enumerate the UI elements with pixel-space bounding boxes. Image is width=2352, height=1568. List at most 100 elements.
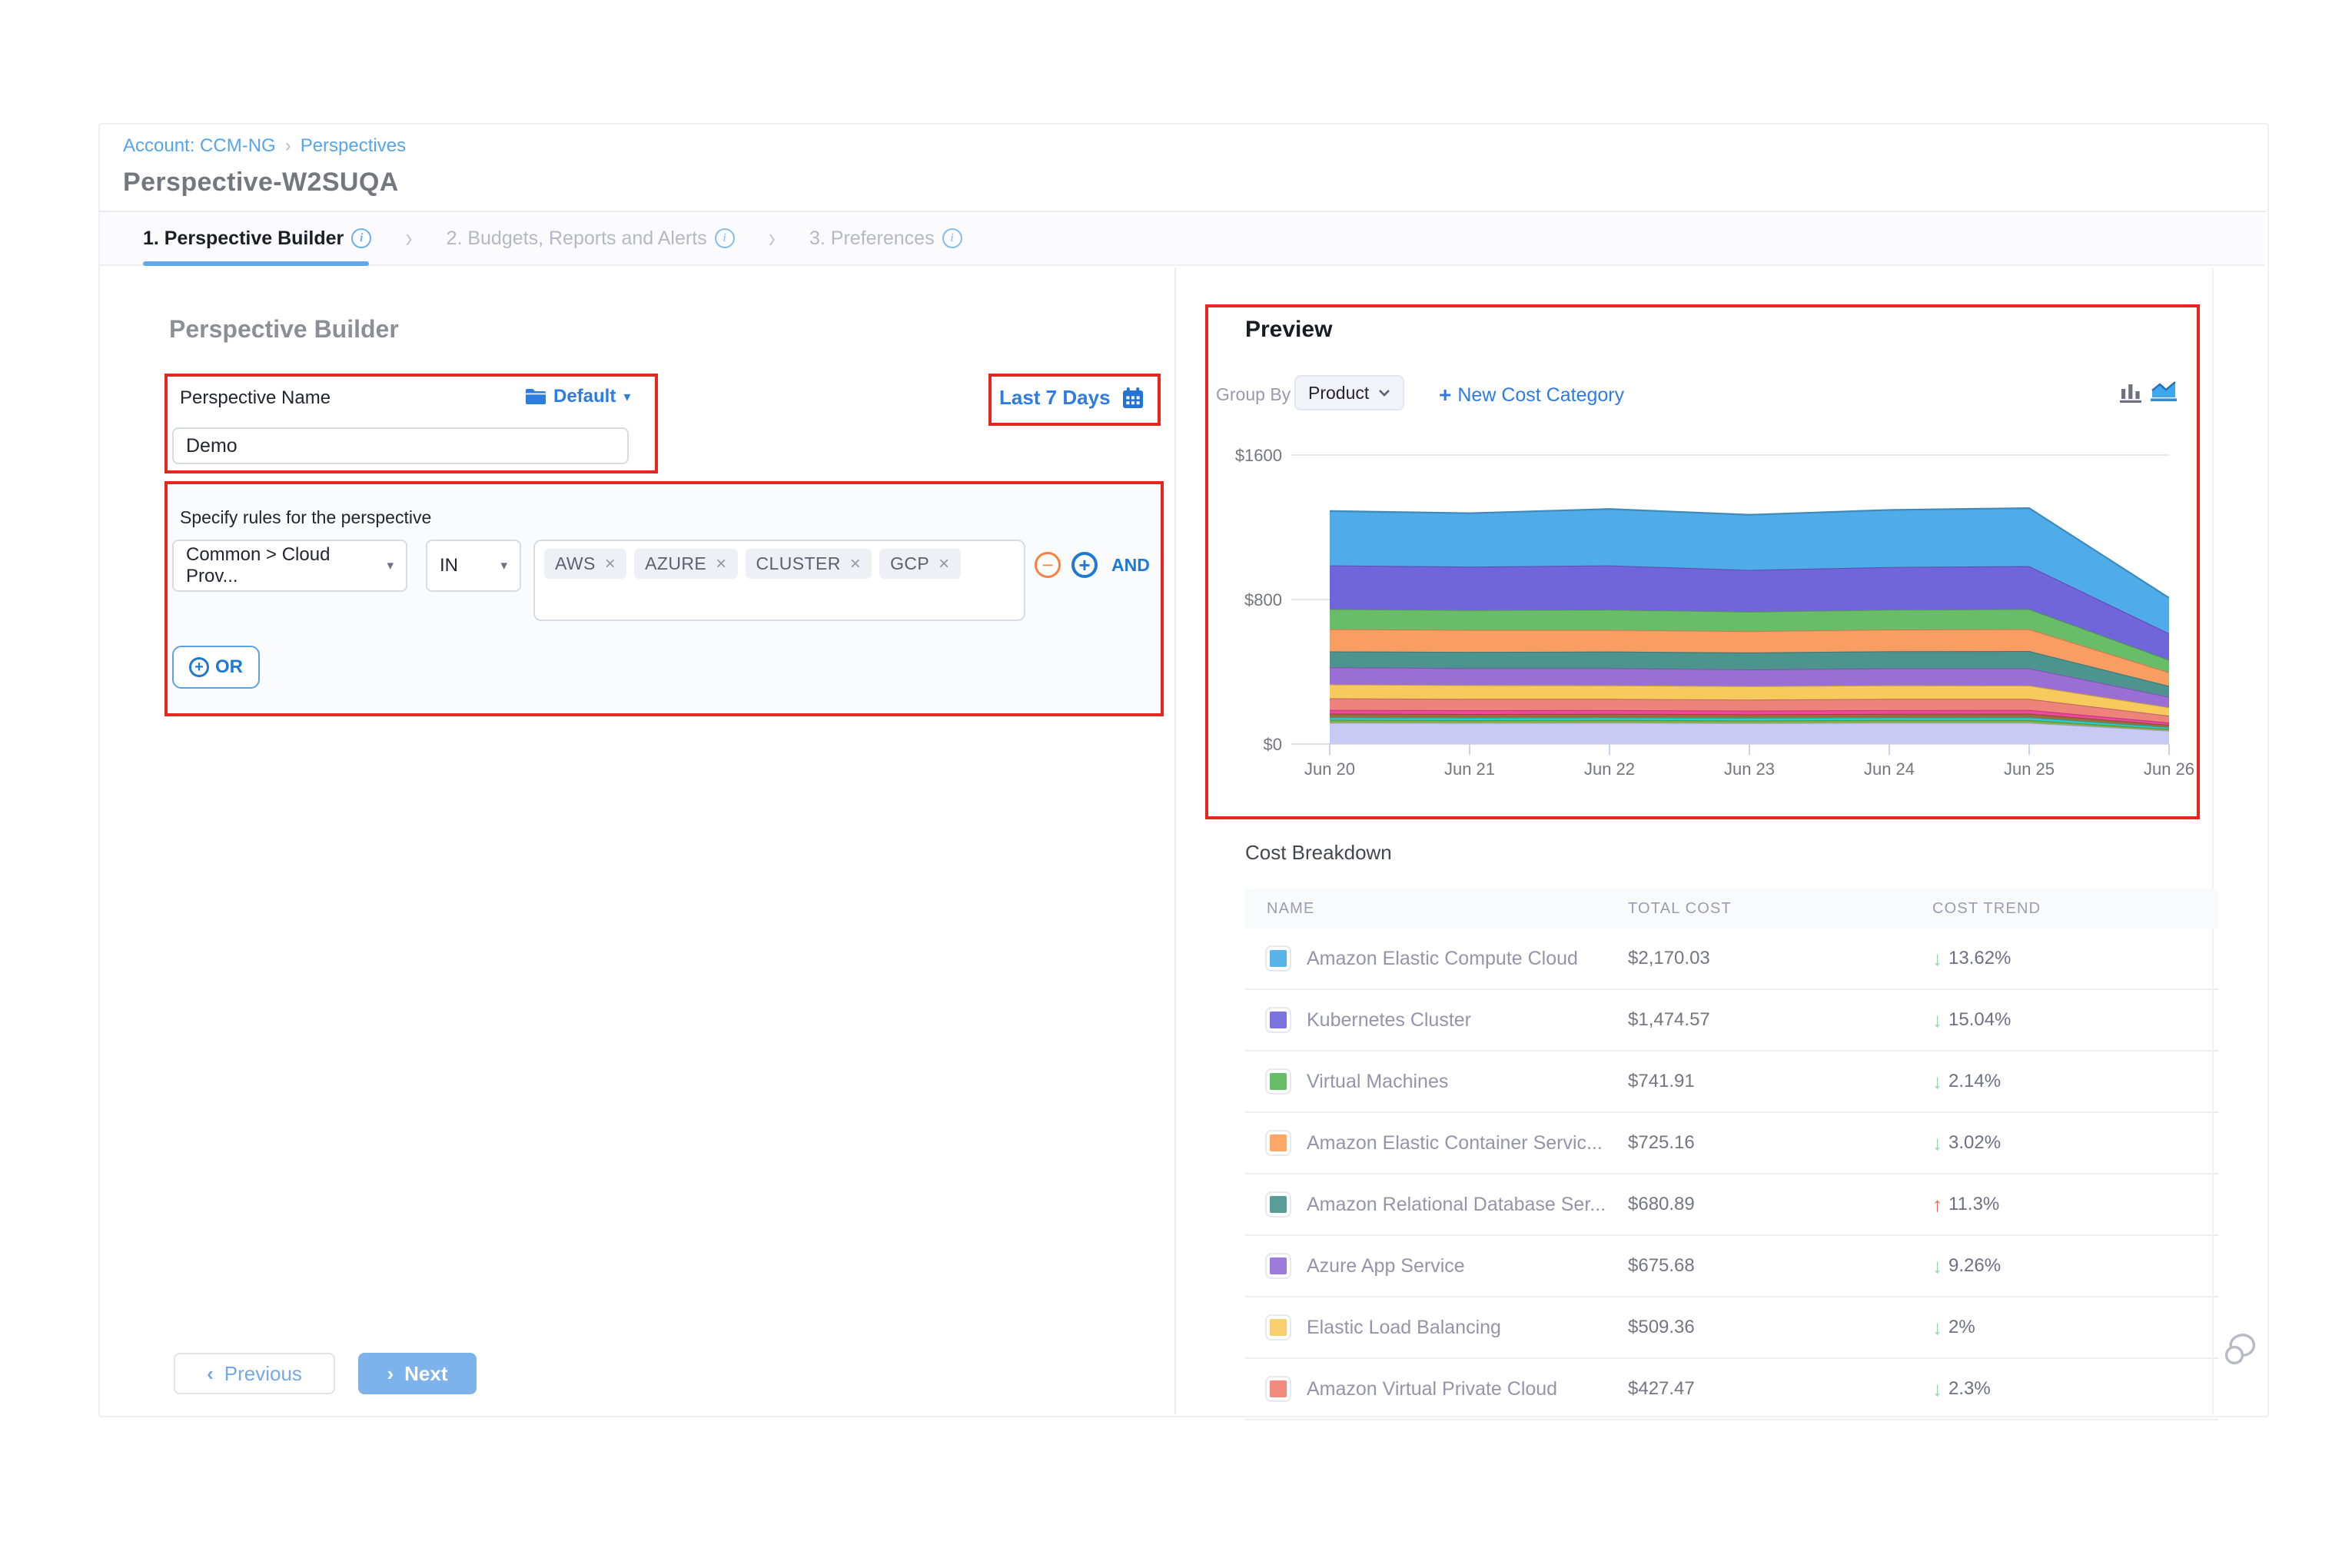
table-row[interactable]: Kubernetes Cluster $1,474.57 ↓ 15.04%	[1245, 990, 2218, 1051]
area-series-unlabeled-pink-band-[interactable]	[1330, 709, 2169, 726]
rule-field-select[interactable]: Common > Cloud Prov... ▾	[172, 540, 407, 592]
area-series-kubernetes-cluster[interactable]	[1330, 565, 2169, 660]
preview-chart[interactable]: $0 $800 $1600 Jun 20 Jun 21 Jun 22 Jun 23 Jun 2…	[1230, 443, 2226, 799]
breadcrumb-account-link[interactable]: Account: CCM-NG	[123, 135, 276, 156]
table-row[interactable]: Amazon Elastic Container Servic... $725.1…	[1245, 1113, 2218, 1174]
table-row[interactable]: Amazon Relational Database Ser... $680.89…	[1245, 1174, 2218, 1236]
tab-perspective-builder[interactable]: 1. Perspective Builder i	[143, 228, 372, 250]
area-series-elastic-load-balancing[interactable]	[1330, 684, 2169, 716]
trend-percent: 3.02%	[1948, 1132, 2002, 1153]
tab-label: 3. Preferences	[809, 227, 935, 249]
table-header: NAME TOTAL COST COST TREND	[1245, 889, 2218, 929]
table-row[interactable]: Azure App Service $675.68 ↓ 9.26%	[1245, 1236, 2218, 1297]
remove-tag-icon[interactable]: ×	[938, 553, 950, 574]
breadcrumb: Account: CCM-NG › Perspectives	[123, 135, 406, 157]
bar-chart-icon[interactable]	[2120, 381, 2141, 403]
series-color-swatch	[1267, 947, 1290, 970]
table-row[interactable]: Virtual Machines $741.91 ↓ 2.14%	[1245, 1051, 2218, 1113]
table-row[interactable]: Elastic Load Balancing $509.36 ↓ 2%	[1245, 1297, 2218, 1359]
product-name: Amazon Elastic Compute Cloud	[1307, 947, 1578, 969]
x-axis-tick-label: Jun 25	[2004, 759, 2055, 779]
group-by-label: Group By	[1216, 384, 1291, 404]
info-icon: i	[351, 228, 372, 248]
active-tab-underline	[143, 261, 369, 266]
y-axis-tick-label: $800	[1244, 590, 1282, 610]
builder-heading: Perspective Builder	[169, 315, 399, 343]
rule-operator-value: IN	[440, 555, 458, 576]
preview-chart-svg[interactable]: $0 $800 $1600 Jun 20 Jun 21 Jun 22 Jun 23 Jun 2…	[1230, 443, 2226, 799]
info-icon: i	[714, 228, 735, 248]
series-color-swatch	[1267, 1254, 1290, 1277]
date-range-picker[interactable]: Last 7 Days	[999, 386, 1144, 410]
tag-label: AWS	[555, 553, 596, 573]
next-button[interactable]: › Next	[358, 1353, 477, 1394]
folder-icon	[526, 389, 546, 404]
area-series-unlabeled-cyan-band-[interactable]	[1330, 717, 2169, 729]
area-series-amazon-relational-database-service[interactable]	[1330, 650, 2169, 697]
remove-tag-icon[interactable]: ×	[849, 553, 862, 574]
perspective-name-input[interactable]	[172, 427, 629, 464]
cost-trend: ↓ 2.14%	[1932, 1070, 2218, 1094]
cost-trend: ↓ 2%	[1932, 1316, 2218, 1340]
x-axis-tick-label: Jun 24	[1864, 759, 1915, 779]
area-series-unlabeled-brown-band-[interactable]	[1330, 713, 2169, 728]
add-or-rule-button[interactable]: + OR	[172, 646, 260, 689]
series-top-line	[1329, 507, 2170, 599]
remove-rule-button[interactable]: −	[1035, 552, 1061, 578]
add-rule-button[interactable]: +	[1071, 552, 1098, 578]
area-series-amazon-elastic-container-service[interactable]	[1330, 629, 2169, 686]
x-axis-tick-label: Jun 26	[2144, 759, 2194, 779]
total-cost-value: $675.68	[1628, 1255, 1695, 1276]
x-axis-tick-label: Jun 21	[1444, 759, 1495, 779]
previous-button[interactable]: ‹ Previous	[174, 1353, 335, 1394]
group-by-select[interactable]: Product	[1294, 375, 1405, 410]
area-series-virtual-machines[interactable]	[1330, 609, 2169, 673]
tag-label: CLUSTER	[756, 553, 841, 573]
table-row[interactable]: Amazon Elastic Compute Cloud $2,170.03 ↓ 13…	[1245, 929, 2218, 990]
area-series-amazon-virtual-private-cloud[interactable]	[1330, 698, 2169, 723]
trend-percent: 2%	[1948, 1317, 1975, 1337]
area-series-unlabeled-lime-band-[interactable]	[1330, 719, 2169, 731]
product-name: Amazon Relational Database Ser...	[1307, 1193, 1606, 1215]
chevron-down-icon: ▾	[387, 558, 394, 573]
chat-support-icon[interactable]	[2223, 1331, 2263, 1368]
column-name: NAME	[1267, 899, 1315, 917]
area-series-others-lavender-band-[interactable]	[1330, 723, 2169, 744]
trend-down-arrow-icon: ↓	[1932, 1069, 1942, 1093]
remove-tag-icon[interactable]: ×	[716, 553, 727, 574]
area-series-amazon-elastic-compute-cloud[interactable]	[1330, 508, 2169, 633]
product-name: Kubernetes Cluster	[1307, 1008, 1472, 1031]
rule-values-input[interactable]: AWS × AZURE × CLUSTER × GCP ×	[533, 540, 1025, 621]
rule-value-tag: CLUSTER ×	[745, 549, 872, 579]
new-cost-category-button[interactable]: + New Cost Category	[1439, 383, 1624, 407]
page-title: Perspective-W2SUQA	[123, 168, 399, 197]
plus-icon: +	[1439, 383, 1452, 407]
new-cost-category-label: New Cost Category	[1457, 384, 1625, 406]
or-button-label: OR	[215, 656, 243, 677]
and-label: AND	[1111, 554, 1150, 575]
rule-value-tag: AZURE ×	[634, 549, 738, 579]
rule-operator-select[interactable]: IN ▾	[426, 540, 521, 592]
trend-percent: 15.04%	[1948, 1009, 2011, 1030]
folder-select[interactable]: Default ▾	[526, 386, 630, 407]
product-name: Virtual Machines	[1307, 1070, 1449, 1092]
total-cost-value: $2,170.03	[1628, 948, 1710, 968]
remove-tag-icon[interactable]: ×	[604, 553, 616, 574]
header-divider	[98, 211, 2266, 212]
product-name: Amazon Elastic Container Servic...	[1307, 1131, 1603, 1154]
y-axis-tick-label: $1600	[1235, 446, 1282, 465]
breadcrumb-chevron-icon: ›	[284, 135, 291, 156]
area-series-azure-app-service[interactable]	[1330, 667, 2169, 708]
preview-heading: Preview	[1245, 317, 1333, 342]
folder-select-label: Default	[553, 386, 616, 407]
tab-chevron-icon: ›	[405, 222, 413, 254]
area-chart-icon[interactable]	[2151, 378, 2177, 403]
breadcrumb-perspectives-link[interactable]: Perspectives	[300, 135, 407, 156]
tag-label: GCP	[890, 553, 930, 573]
cost-breakdown-table: NAME TOTAL COST COST TREND Amazon Elasti…	[1245, 889, 2218, 1420]
tab-budgets-reports-and-alerts[interactable]: 2. Budgets, Reports and Alerts i	[447, 228, 735, 250]
trend-up-arrow-icon: ↑	[1932, 1192, 1942, 1216]
content-right-edge	[2212, 267, 2214, 1414]
tab-preferences[interactable]: 3. Preferences i	[809, 228, 962, 250]
table-row[interactable]: Amazon Virtual Private Cloud $427.47 ↓ 2.3%	[1245, 1359, 2218, 1420]
